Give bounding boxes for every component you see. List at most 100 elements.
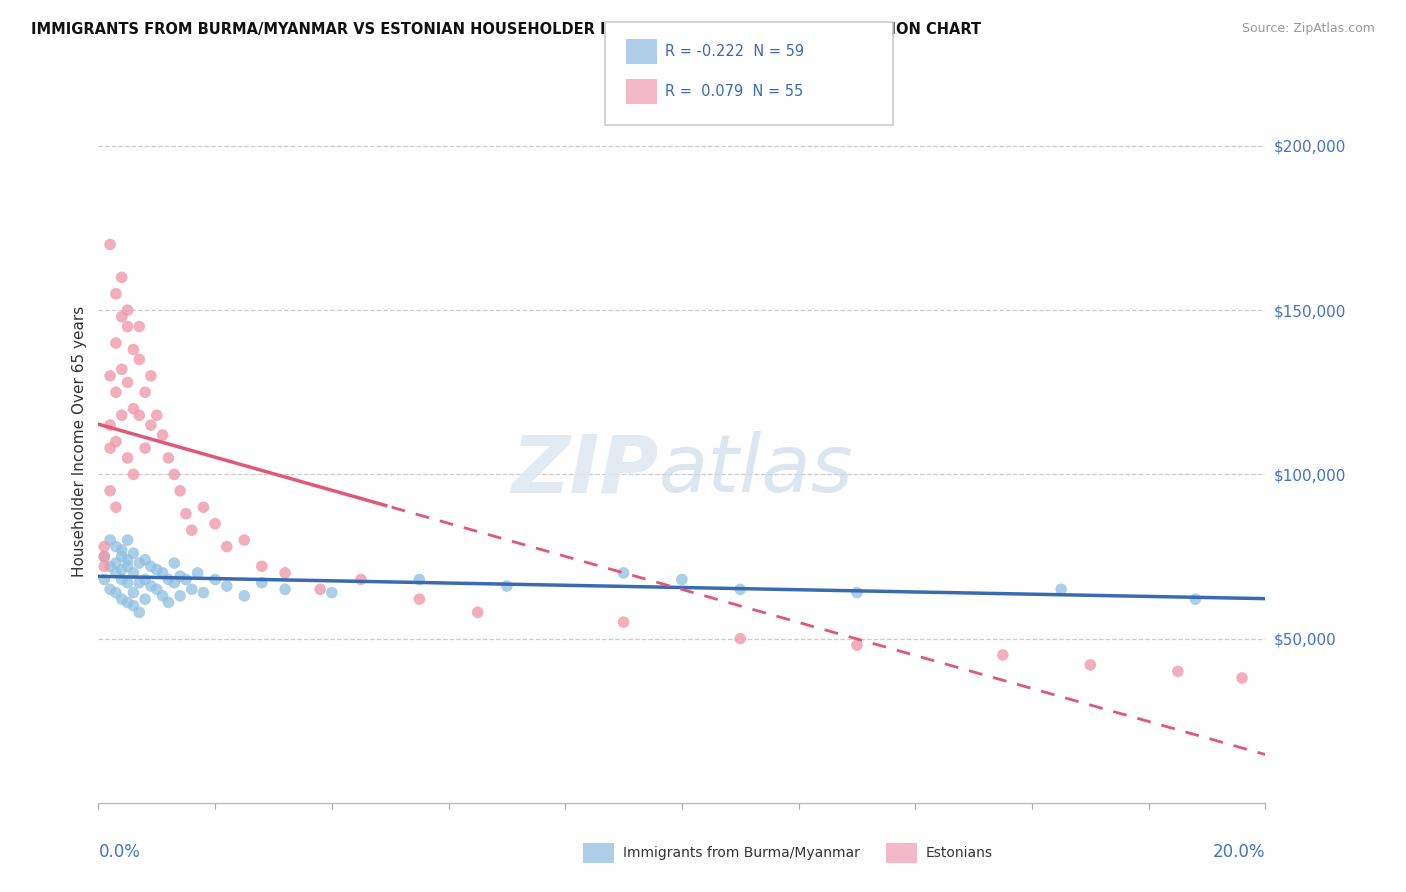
Point [104, 286, 127, 301]
Point [612, 615, 634, 630]
Point [104, 566, 127, 580]
Point [111, 310, 134, 324]
Point [157, 595, 180, 609]
Text: R = -0.222  N = 59: R = -0.222 N = 59 [665, 45, 804, 59]
Point [98, 582, 121, 597]
Point [98, 533, 121, 547]
Point [309, 582, 332, 597]
Point [134, 553, 156, 567]
Point [408, 592, 430, 607]
Point [139, 559, 162, 574]
Point [730, 582, 752, 597]
Point [180, 582, 202, 597]
Point [93, 573, 115, 587]
Point [204, 573, 226, 587]
Point [157, 573, 180, 587]
Text: 20.0%: 20.0% [1213, 843, 1265, 861]
Point [174, 507, 197, 521]
Text: 0.0%: 0.0% [98, 843, 141, 861]
Point [98, 237, 121, 252]
Point [152, 589, 174, 603]
Point [117, 376, 139, 390]
Point [122, 467, 145, 482]
Point [98, 368, 121, 383]
Point [157, 450, 180, 465]
Point [163, 467, 186, 482]
Point [350, 573, 373, 587]
Text: IMMIGRANTS FROM BURMA/MYANMAR VS ESTONIAN HOUSEHOLDER INCOME OVER 65 YEARS CORRE: IMMIGRANTS FROM BURMA/MYANMAR VS ESTONIA… [31, 22, 981, 37]
Point [104, 540, 127, 554]
Point [152, 428, 174, 442]
Point [169, 589, 191, 603]
Point [111, 409, 134, 423]
Point [111, 362, 134, 376]
Point [250, 575, 273, 590]
Point [122, 599, 145, 613]
Point [93, 549, 115, 564]
Point [128, 352, 150, 367]
Point [104, 434, 127, 449]
Point [169, 483, 191, 498]
Point [1050, 582, 1073, 597]
Text: Immigrants from Burma/Myanmar: Immigrants from Burma/Myanmar [623, 846, 859, 860]
Point [467, 605, 489, 619]
Point [991, 648, 1014, 662]
Point [146, 563, 169, 577]
Point [274, 566, 297, 580]
Point [139, 418, 162, 433]
Point [496, 579, 519, 593]
Point [111, 542, 134, 557]
Point [111, 592, 134, 607]
Point [187, 566, 209, 580]
Point [134, 573, 156, 587]
Text: Source: ZipAtlas.com: Source: ZipAtlas.com [1241, 22, 1375, 36]
Point [128, 409, 150, 423]
Point [111, 573, 134, 587]
Point [98, 559, 121, 574]
Point [215, 579, 238, 593]
Point [128, 556, 150, 570]
Point [104, 500, 127, 515]
Point [274, 582, 297, 597]
Point [117, 533, 139, 547]
Point [408, 573, 430, 587]
Point [111, 270, 134, 285]
Point [233, 533, 256, 547]
Point [1167, 665, 1189, 679]
Point [1080, 657, 1102, 672]
Point [117, 575, 139, 590]
Point [163, 575, 186, 590]
Point [128, 605, 150, 619]
Point [146, 409, 169, 423]
Point [146, 582, 169, 597]
Point [134, 441, 156, 455]
Point [174, 573, 197, 587]
Point [134, 385, 156, 400]
Point [1184, 592, 1206, 607]
Point [169, 569, 191, 583]
Point [93, 559, 115, 574]
Point [193, 500, 215, 515]
Point [321, 585, 343, 599]
Point [250, 559, 273, 574]
Point [139, 368, 162, 383]
Point [134, 592, 156, 607]
Point [122, 546, 145, 560]
Point [111, 549, 134, 564]
Point [98, 441, 121, 455]
Point [93, 540, 115, 554]
Point [193, 585, 215, 599]
Point [139, 579, 162, 593]
Point [128, 575, 150, 590]
Text: Estonians: Estonians [925, 846, 993, 860]
Point [98, 483, 121, 498]
Point [122, 401, 145, 416]
Point [233, 589, 256, 603]
Point [111, 563, 134, 577]
Point [180, 523, 202, 537]
Point [93, 549, 115, 564]
Point [846, 585, 869, 599]
Point [104, 585, 127, 599]
Point [117, 303, 139, 318]
Point [117, 319, 139, 334]
